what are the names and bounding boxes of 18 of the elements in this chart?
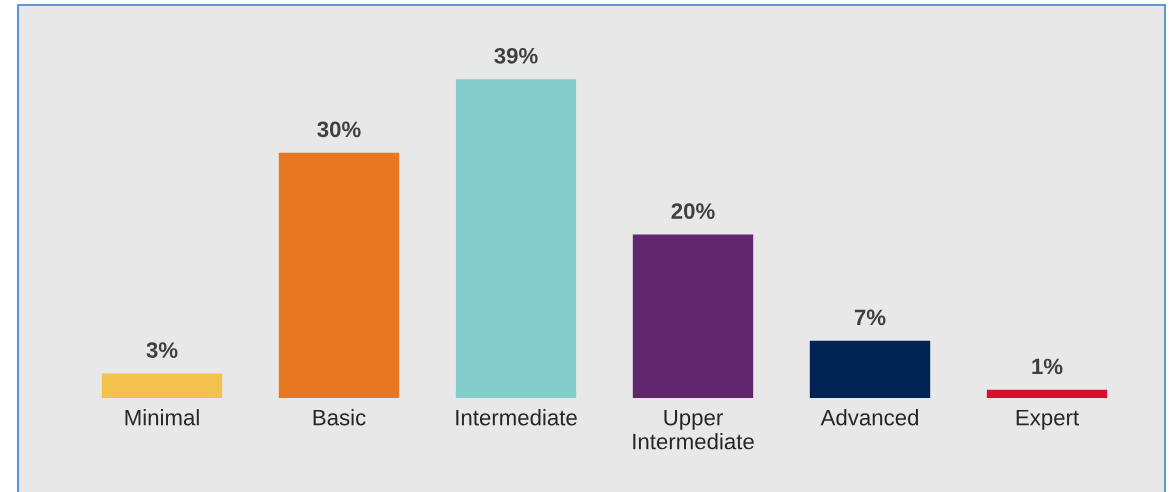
bar — [986, 389, 1108, 398]
x-tick-label: Basic — [313, 409, 366, 426]
bar — [809, 340, 931, 398]
bar — [632, 234, 754, 398]
x-tick-label: Minimal — [125, 409, 199, 426]
data-label: 39% — [494, 47, 538, 64]
data-label: 1% — [1032, 358, 1063, 375]
bar — [278, 152, 400, 398]
data-label: 7% — [854, 309, 886, 326]
x-tick-label: Advanced — [820, 409, 918, 426]
bar — [455, 79, 577, 398]
x-tick-label: Upper Intermediate — [633, 409, 754, 450]
x-tick-label: Intermediate — [456, 409, 577, 426]
data-label: 30% — [317, 121, 361, 138]
bar — [101, 373, 223, 398]
data-label: 3% — [146, 342, 178, 358]
data-label: 20% — [671, 203, 715, 219]
x-tick-label: Expert — [1016, 409, 1079, 430]
